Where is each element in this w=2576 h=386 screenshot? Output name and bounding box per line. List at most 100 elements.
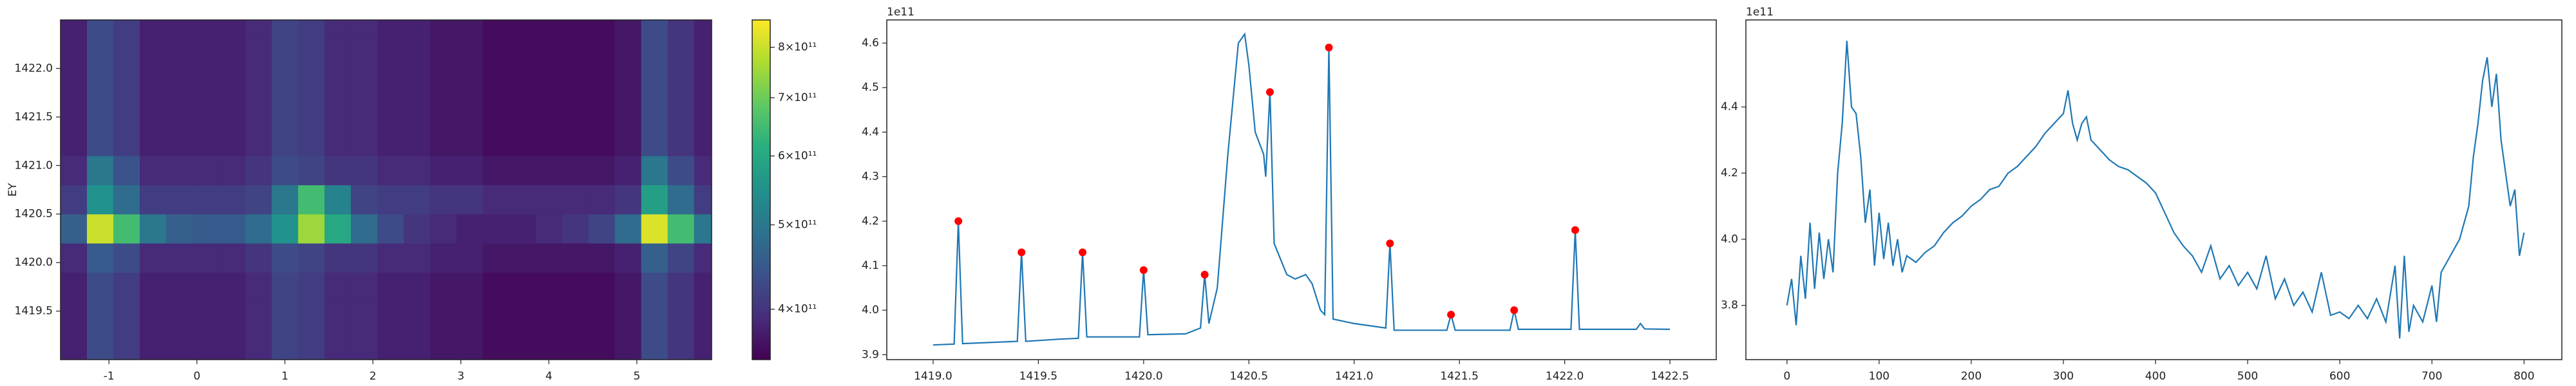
heatmap-cell <box>218 272 246 302</box>
heatmap-cell <box>298 214 325 244</box>
heatmap-cell <box>509 214 536 244</box>
heatmap-cell <box>377 272 404 302</box>
heatmap-cell <box>456 330 484 360</box>
heatmap-cell <box>509 243 536 273</box>
heatmap-cell <box>113 39 140 69</box>
heatmap-cell <box>298 156 325 185</box>
heatmap-cell <box>298 20 325 40</box>
line <box>1786 41 2525 339</box>
heatmap-cell <box>456 39 484 69</box>
heatmap-cell <box>192 39 220 69</box>
heatmap-cell <box>192 214 220 244</box>
heatmap-cell <box>588 126 616 156</box>
peak-marker <box>954 217 963 225</box>
x-tick-label: 600 <box>2329 370 2350 383</box>
x-tick-label: 1421.5 <box>1440 370 1478 383</box>
heatmap-cell <box>324 185 352 215</box>
y-tick-label: 1420.5 <box>15 208 53 221</box>
heatmap-cell <box>298 97 325 127</box>
heatmap-cell <box>350 214 378 244</box>
heatmap-cell <box>667 185 695 215</box>
heatmap-cell <box>430 214 457 244</box>
y-tick-label: 4.2 <box>862 215 879 228</box>
heatmap-cell <box>139 243 167 273</box>
x-tick-label: 1422.5 <box>1651 370 1689 383</box>
heatmap-cell <box>430 185 457 215</box>
x-tick-label: 400 <box>2145 370 2166 383</box>
y-tick-label: 4.4 <box>1721 100 1738 113</box>
heatmap-cell <box>166 301 193 331</box>
heatmap-cell <box>667 97 695 127</box>
heatmap-cell <box>641 20 668 40</box>
heatmap-cell <box>614 156 642 185</box>
heatmap-cell <box>403 68 431 98</box>
heatmap-cell <box>245 39 272 69</box>
heatmap-cell <box>430 330 457 360</box>
heatmap-cell <box>166 97 193 127</box>
heatmap-cell <box>509 330 536 360</box>
heatmap-cell <box>588 330 616 360</box>
heatmap-cell <box>271 68 299 98</box>
heatmap-cell <box>562 301 589 331</box>
heatmap-cell <box>535 330 563 360</box>
x-tick-label: 5 <box>633 370 640 383</box>
heatmap-cell <box>61 243 88 273</box>
heatmap-cell <box>245 156 272 185</box>
heatmap-cell <box>245 97 272 127</box>
heatmap-cell <box>271 126 299 156</box>
heatmap-cell <box>588 185 616 215</box>
peak-marker <box>1200 270 1209 279</box>
heatmap-cell <box>667 272 695 302</box>
heatmap-cell <box>667 301 695 331</box>
colorbar <box>752 20 770 360</box>
heatmap-cell <box>588 20 616 40</box>
heatmap-cell <box>641 39 668 69</box>
heatmap-cell <box>377 20 404 40</box>
heatmap-cell <box>245 20 272 40</box>
x-tick-label: 1419.5 <box>1019 370 1057 383</box>
heatmap-cell <box>614 185 642 215</box>
heatmap-cell <box>298 243 325 273</box>
heatmap-cell <box>324 301 352 331</box>
heatmap-cell <box>192 20 220 40</box>
heatmap-cell <box>430 20 457 40</box>
heatmap-cell <box>456 156 484 185</box>
heatmap-cell <box>509 68 536 98</box>
x-tick-label: 1421.0 <box>1335 370 1373 383</box>
heatmap-cell <box>509 97 536 127</box>
heatmap-cell <box>482 185 510 215</box>
heatmap-cell <box>139 330 167 360</box>
heatmap-cell <box>403 185 431 215</box>
y-tick-label: 4.6 <box>862 37 879 50</box>
y-tick-label: 4.2 <box>1721 167 1738 179</box>
heatmap-cell <box>298 330 325 360</box>
colorbar-tick-label: 4×10¹¹ <box>778 303 817 316</box>
heatmap-cell <box>694 301 712 331</box>
colorbar-tick-label: 5×10¹¹ <box>778 219 817 232</box>
heatmap-cell <box>403 39 431 69</box>
heatmap-cell <box>482 243 510 273</box>
heatmap-cell <box>403 156 431 185</box>
heatmap-cell <box>113 97 140 127</box>
colorbar-tick-label: 8×10¹¹ <box>778 41 817 53</box>
heatmap-cell <box>113 243 140 273</box>
heatmap-cell <box>482 272 510 302</box>
heatmap-cell <box>535 301 563 331</box>
heatmap-cell <box>350 20 378 40</box>
heatmap-cell <box>139 68 167 98</box>
x-tick-label: 0 <box>193 370 200 383</box>
heatmap-cell <box>667 68 695 98</box>
peak-marker <box>1386 239 1394 248</box>
heatmap-cell <box>271 301 299 331</box>
heatmap-cell <box>482 301 510 331</box>
heatmap-cell <box>61 68 88 98</box>
heatmap-cell <box>113 301 140 331</box>
heatmap-cell <box>113 126 140 156</box>
heatmap-cell <box>324 156 352 185</box>
heatmap-cell <box>641 156 668 185</box>
heatmap-cell <box>614 214 642 244</box>
heatmap-cell <box>245 126 272 156</box>
heatmap-cell <box>298 185 325 215</box>
heatmap-cell <box>535 97 563 127</box>
heatmap-cell <box>562 330 589 360</box>
